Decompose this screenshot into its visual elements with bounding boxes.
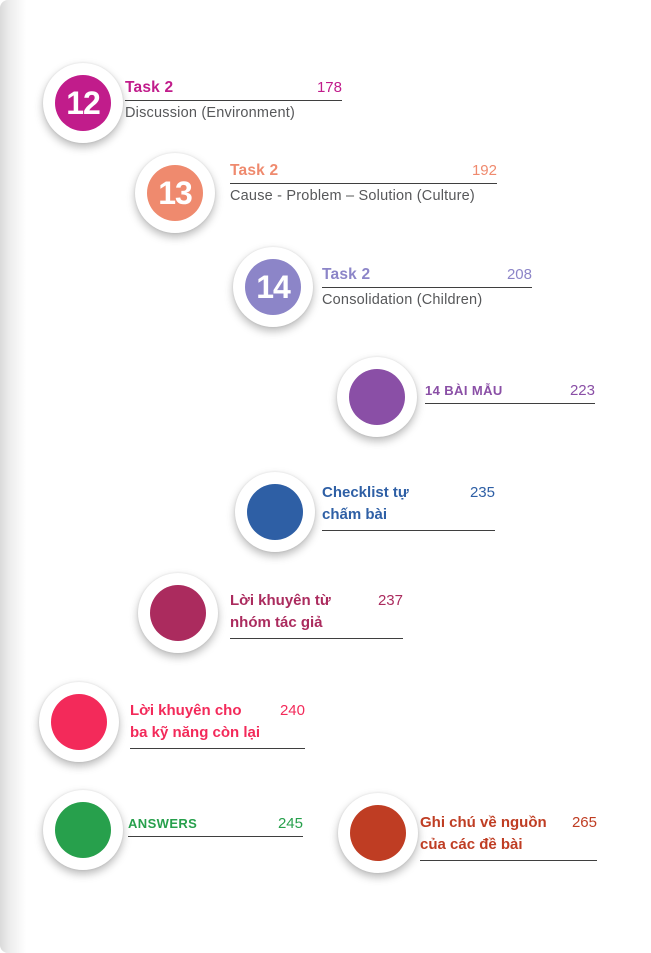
section-badge [138, 573, 218, 653]
title-underline [128, 836, 303, 837]
section-badge [235, 472, 315, 552]
toc-entry: Task 2 192 Cause - Problem – Solution (C… [230, 162, 497, 204]
chapter-number: 13 [147, 165, 203, 221]
toc-entry: Checklist tự chấm bài 235 [322, 482, 495, 531]
entry-subtitle: Cause - Problem – Solution (Culture) [230, 188, 475, 204]
toc-entry: 14 BÀI MẪU 223 [425, 381, 595, 404]
title-underline [420, 860, 597, 861]
entry-title: Task 2 [322, 266, 371, 283]
entry-page-number: 237 [377, 592, 403, 609]
chapter-badge: 14 [233, 247, 313, 327]
entry-page-number: 240 [279, 702, 305, 719]
entry-title: Task 2 [230, 162, 279, 179]
entry-page-number: 245 [277, 815, 303, 832]
entry-page-number: 192 [471, 162, 497, 179]
entry-page-number: 178 [316, 79, 342, 96]
entry-title: Ghi chú về nguồn của các đề bài [420, 814, 547, 853]
section-dot [51, 694, 107, 750]
entry-title: Checklist tự chấm bài [322, 484, 409, 523]
chapter-badge: 13 [135, 153, 215, 233]
section-dot [150, 585, 206, 641]
section-badge [337, 357, 417, 437]
toc-entry: Task 2 178 Discussion (Environment) [125, 79, 342, 121]
entry-title: Lời khuyên từ nhóm tác giả [230, 592, 331, 631]
toc-entry: ANSWERS 245 [128, 814, 303, 837]
chapter-number: 14 [245, 259, 301, 315]
section-badge [338, 793, 418, 873]
section-dot [350, 805, 406, 861]
title-underline [125, 100, 342, 101]
toc-entry: Lời khuyên cho ba kỹ năng còn lại 240 [130, 700, 305, 749]
section-dot [55, 802, 111, 858]
entry-title: Lời khuyên cho ba kỹ năng còn lại [130, 702, 261, 741]
chapter-badge: 12 [43, 63, 123, 143]
chapter-number: 12 [55, 75, 111, 131]
title-underline [130, 748, 305, 749]
title-underline [425, 403, 595, 404]
toc-entry: Task 2 208 Consolidation (Children) [322, 266, 532, 308]
title-underline [322, 530, 495, 531]
entry-subtitle: Discussion (Environment) [125, 105, 295, 121]
section-badge [43, 790, 123, 870]
toc-entry: Lời khuyên từ nhóm tác giả 237 [230, 590, 403, 639]
entry-title: 14 BÀI MẪU [425, 383, 503, 398]
title-underline [230, 183, 497, 184]
section-dot [349, 369, 405, 425]
section-dot [247, 484, 303, 540]
entry-page-number: 265 [571, 814, 597, 831]
entry-title: Task 2 [125, 79, 174, 96]
section-badge [39, 682, 119, 762]
entry-page-number: 223 [569, 382, 595, 399]
title-underline [322, 287, 532, 288]
entry-subtitle: Consolidation (Children) [322, 292, 483, 308]
entry-title: ANSWERS [128, 816, 198, 831]
title-underline [230, 638, 403, 639]
entry-page-number: 235 [469, 484, 495, 501]
entry-page-number: 208 [506, 266, 532, 283]
page-edge-shadow [0, 0, 26, 953]
toc-entry: Ghi chú về nguồn của các đề bài 265 [420, 812, 597, 861]
